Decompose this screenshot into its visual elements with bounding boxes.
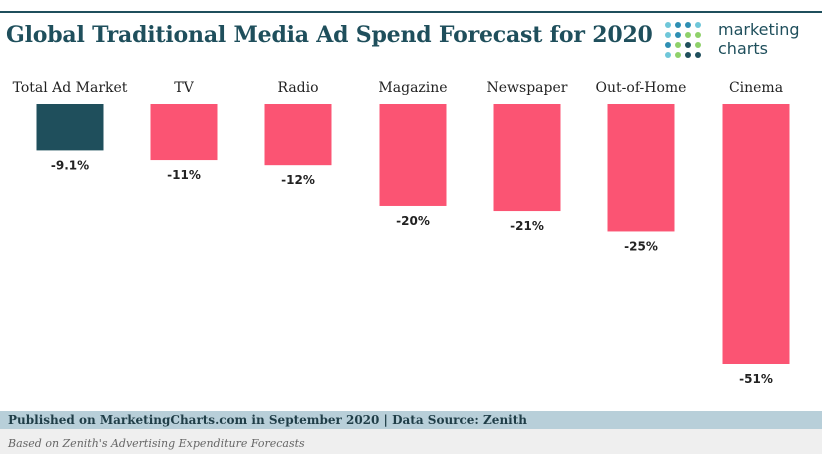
bar[interactable] [264,104,332,166]
logo-dot [665,22,671,28]
category-label: Out-of-Home [596,80,687,96]
data-label: -21% [510,219,544,233]
logo-line-1: marketing [718,20,800,39]
logo-dot [685,42,691,48]
logo-dot [665,32,671,38]
logo-dot [675,32,681,38]
data-label: -12% [281,173,315,187]
bar[interactable] [722,104,790,364]
bar[interactable] [493,104,561,212]
marketingcharts-logo[interactable]: marketing charts [664,20,814,62]
logo-dot [675,52,681,58]
logo-dot [685,32,691,38]
logo-dot [695,22,701,28]
bar[interactable] [607,104,675,232]
data-label: -11% [167,168,201,182]
logo-dot [665,52,671,58]
bar[interactable] [379,104,447,206]
bar-chart: Total Ad Market -9.1% TV -11% Radio -12% Magaz… [13,80,790,386]
top-rule [0,11,822,13]
category-label: Total Ad Market [13,80,128,96]
logo-line-2: charts [718,39,768,58]
bar[interactable] [36,104,104,151]
logo-dot [665,42,671,48]
logo-dot [695,52,701,58]
logo-dots-icon [665,22,701,58]
bar[interactable] [150,104,218,161]
category-label: Radio [277,80,318,96]
footer-source: Published on MarketingCharts.com in Sept… [8,413,527,427]
data-label: -25% [624,239,658,253]
category-label: Cinema [729,80,783,96]
logo-dot [695,42,701,48]
chart-title: Global Traditional Media Ad Spend Foreca… [6,22,653,48]
footnote-bar [0,429,822,454]
logo-dot [695,32,701,38]
category-label: Newspaper [487,80,568,96]
logo-dot [685,52,691,58]
data-label: -9.1% [51,158,89,172]
category-label: TV [174,80,194,96]
data-label: -20% [396,214,430,228]
category-label: Magazine [378,80,447,96]
logo-dot [675,22,681,28]
footer-bar [0,411,822,429]
logo-dot [685,22,691,28]
data-label: -51% [739,372,773,386]
logo-text: marketing charts [718,20,800,58]
footnote: Based on Zenith's Advertising Expenditur… [8,437,305,450]
logo-dot [675,42,681,48]
